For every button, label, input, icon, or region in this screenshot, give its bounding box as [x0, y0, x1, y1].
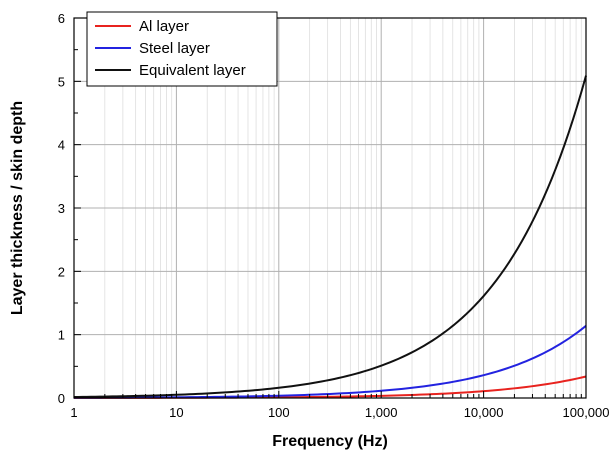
- series-line: [73, 75, 587, 398]
- x-tick-label: 10,000: [464, 405, 504, 420]
- x-tick-label: 10: [169, 405, 183, 420]
- legend-label: Equivalent layer: [139, 62, 246, 79]
- x-tick-label: 1: [70, 405, 77, 420]
- x-tick-label: 100: [268, 405, 290, 420]
- y-tick-label: 4: [58, 138, 65, 153]
- y-tick-label: 0: [58, 391, 65, 406]
- x-tick-label: 1,000: [365, 405, 398, 420]
- y-tick-label: 6: [58, 11, 65, 26]
- series-line: [73, 325, 587, 399]
- legend: Al layer Steel layer Equivalent layer: [86, 11, 278, 87]
- x-tick-label: 100,000: [563, 405, 610, 420]
- plot-series: [73, 75, 587, 399]
- y-axis-title: Layer thickness / skin depth: [9, 101, 26, 315]
- y-tick-label: 1: [58, 328, 65, 343]
- legend-label: Al layer: [139, 18, 189, 35]
- legend-label: Steel layer: [139, 40, 210, 57]
- y-tick-label: 2: [58, 264, 65, 279]
- axis-ticks: [73, 17, 587, 399]
- y-tick-label: 5: [58, 74, 65, 89]
- x-axis-title: Frequency (Hz): [272, 433, 388, 450]
- y-tick-label: 3: [58, 201, 65, 216]
